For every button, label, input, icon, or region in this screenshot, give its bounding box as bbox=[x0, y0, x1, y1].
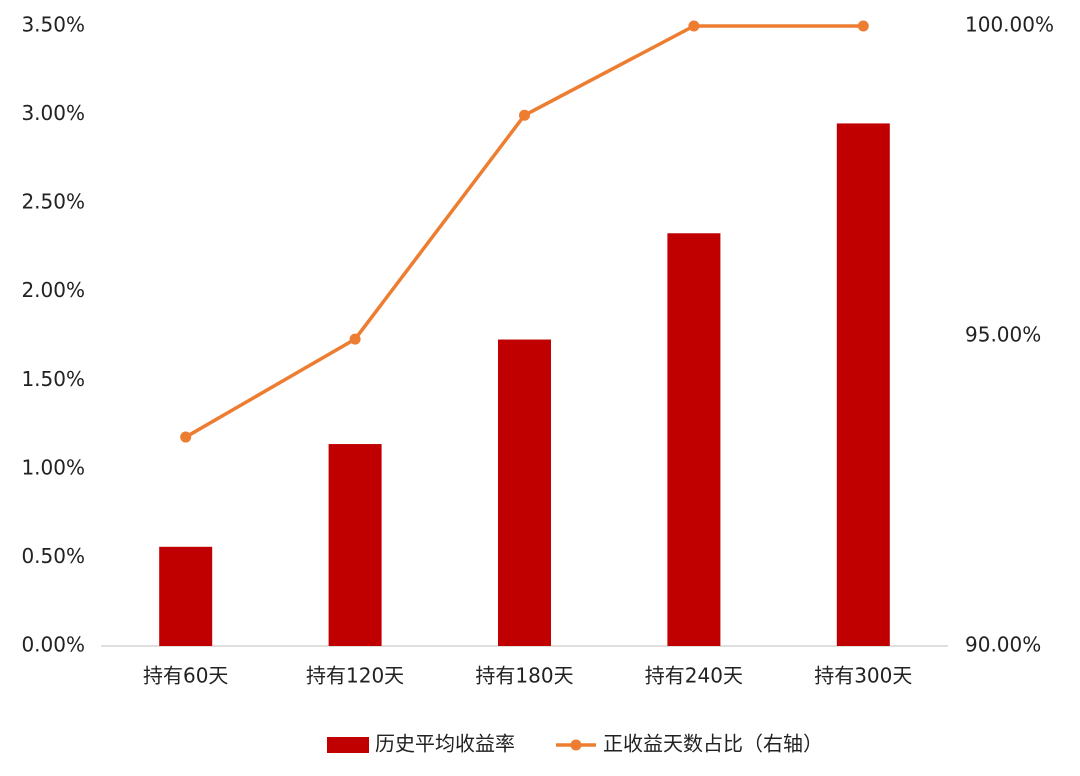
bar bbox=[159, 546, 213, 646]
line-point bbox=[519, 109, 530, 121]
y-tick-label: 1.50% bbox=[21, 367, 85, 391]
y-tick-label: 3.00% bbox=[21, 101, 85, 125]
y-tick-label: 0.00% bbox=[21, 633, 85, 657]
y-tick-label: 2.50% bbox=[21, 190, 85, 214]
legend-label: 历史平均收益率 bbox=[375, 732, 515, 756]
line-point bbox=[180, 431, 192, 443]
legend-swatch bbox=[327, 737, 369, 753]
line-point bbox=[349, 333, 361, 345]
y-tick-label: 3.50% bbox=[21, 13, 85, 37]
bar bbox=[498, 339, 551, 646]
y2-tick-label: 95.00% bbox=[965, 323, 1041, 347]
legend-label: 正收益天数占比（右轴） bbox=[603, 732, 823, 756]
line-point bbox=[688, 20, 700, 32]
y-tick-label: 2.00% bbox=[21, 278, 85, 302]
bar bbox=[328, 444, 382, 646]
bar bbox=[667, 233, 721, 646]
x-tick-label: 持有180天 bbox=[475, 664, 573, 688]
y2-tick-label: 90.00% bbox=[965, 633, 1041, 657]
bar bbox=[836, 123, 890, 646]
y-tick-label: 0.50% bbox=[21, 544, 85, 568]
x-tick-label: 持有60天 bbox=[143, 664, 228, 688]
y-tick-label: 1.00% bbox=[21, 455, 85, 479]
line-point bbox=[857, 20, 869, 32]
x-tick-label: 持有240天 bbox=[645, 664, 743, 688]
y2-tick-label: 100.00% bbox=[965, 13, 1054, 37]
x-tick-label: 持有300天 bbox=[814, 664, 912, 688]
x-tick-label: 持有120天 bbox=[306, 664, 404, 688]
legend-swatch bbox=[570, 739, 582, 751]
